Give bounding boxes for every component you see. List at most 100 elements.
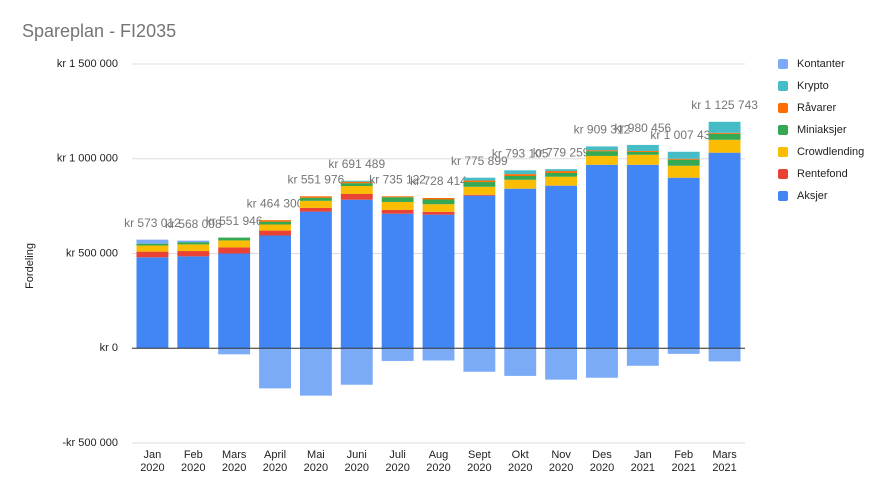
bar-segment xyxy=(340,181,373,184)
x-tick-label-line: 2020 xyxy=(263,462,287,474)
bar-segment xyxy=(299,196,332,198)
bar-segment xyxy=(504,170,537,175)
bar-segment xyxy=(381,196,414,198)
bar-segment xyxy=(259,220,291,222)
y-tick-label: kr 1 000 000 xyxy=(57,153,118,165)
bar-segment xyxy=(586,151,618,156)
bar-segment xyxy=(667,165,700,178)
x-tick-label-line: Juli xyxy=(389,449,406,461)
bar-segment xyxy=(136,243,169,246)
bar-segment xyxy=(381,213,414,349)
bar-segment xyxy=(463,180,496,183)
legend-swatch xyxy=(778,81,788,91)
x-tick-label: Juni 2020 xyxy=(345,449,369,474)
bar-segment xyxy=(463,186,496,195)
x-tick-label: Mars 2020 xyxy=(222,449,247,474)
bar-segment xyxy=(463,348,496,372)
bar-segment xyxy=(708,121,741,133)
x-tick-label-line: Mars xyxy=(222,449,247,461)
x-tick-label: Mai 2020 xyxy=(304,449,328,474)
bar-segment xyxy=(545,171,578,173)
legend-swatch xyxy=(778,103,788,113)
x-tick-label-line: 2020 xyxy=(508,462,532,474)
bar-segment xyxy=(667,151,700,159)
bar-segment xyxy=(381,209,414,214)
bar-segment xyxy=(463,177,496,181)
bar-segment xyxy=(422,204,455,212)
bar-segment xyxy=(218,253,251,349)
x-tick-label: Jan 2020 xyxy=(140,449,164,474)
bar-segment xyxy=(504,179,537,189)
x-tick-label-line: 2020 xyxy=(345,462,369,474)
x-tick-label-line: Jan xyxy=(634,449,652,461)
bar-segment xyxy=(504,348,537,376)
bar-segment xyxy=(299,211,332,349)
x-tick-label-line: 2020 xyxy=(385,462,409,474)
bar-segment xyxy=(504,174,537,176)
bar-segment xyxy=(667,159,700,166)
x-tick-label-line: Feb xyxy=(674,449,693,461)
total-label: kr 551 976 xyxy=(288,172,345,186)
x-tick-label: Feb 2020 xyxy=(181,449,205,474)
x-tick-label: Aug 2020 xyxy=(426,449,450,474)
bar-segment xyxy=(545,185,578,349)
bar-segment xyxy=(626,154,659,165)
bar-segment xyxy=(177,251,210,257)
total-label: kr 1 007 431 xyxy=(650,128,717,142)
legend-swatch xyxy=(778,191,788,201)
bar-segment xyxy=(299,207,332,212)
bar-segment xyxy=(422,348,455,361)
bar-segment xyxy=(177,256,210,349)
x-tick-label-line: Jan xyxy=(144,449,162,461)
bar-segment xyxy=(545,172,578,177)
total-label: kr 735 122 xyxy=(369,172,426,186)
bar-segment xyxy=(422,214,455,349)
total-label: kr 909 312 xyxy=(574,123,631,137)
total-label: kr 793 105 xyxy=(492,146,549,160)
bar-segment xyxy=(136,245,169,252)
bar-segment xyxy=(626,150,659,152)
y-tick-label: kr 1 500 000 xyxy=(57,58,118,70)
chart-title: Spareplan - FI2035 xyxy=(22,21,176,41)
legend-label: Miniaksjer xyxy=(797,124,847,136)
bar-segment xyxy=(667,348,700,354)
total-label: kr 573 012 xyxy=(124,216,181,230)
bar-segment xyxy=(218,247,251,254)
bar-segment xyxy=(259,230,291,236)
bar-segment xyxy=(504,188,537,349)
bar-segment xyxy=(463,194,496,196)
legend-label: Rentefond xyxy=(797,168,848,180)
bar-segment xyxy=(422,197,455,200)
bar-segment xyxy=(463,195,496,349)
bar-segment xyxy=(259,224,291,231)
bar-segment xyxy=(136,251,169,258)
x-tick-label-line: 2021 xyxy=(712,462,736,474)
x-tick-label-line: 2020 xyxy=(590,462,614,474)
bar-segment xyxy=(545,348,578,380)
y-tick-label: -kr 500 000 xyxy=(62,437,118,449)
bar-segment xyxy=(259,235,291,349)
bar-segment xyxy=(667,158,700,160)
legend-swatch xyxy=(778,59,788,69)
bar-segment xyxy=(708,133,741,140)
total-label: kr 728 414 xyxy=(410,174,467,188)
x-tick-label: Mars 2021 xyxy=(712,449,737,474)
x-tick-label: Feb 2021 xyxy=(671,449,695,474)
bar-segment xyxy=(218,348,251,355)
bar-segment xyxy=(626,348,659,366)
bar-segment xyxy=(667,177,700,349)
x-tick-label-line: 2020 xyxy=(222,462,246,474)
bar-segment xyxy=(340,180,373,182)
total-label: kr 779 259 xyxy=(533,145,590,159)
legend-swatch xyxy=(778,147,788,157)
legend-swatch xyxy=(778,169,788,179)
bar-segment xyxy=(708,348,741,362)
bar-segment xyxy=(218,237,251,241)
bar-segment xyxy=(545,176,578,186)
total-label: kr 551 946 xyxy=(206,214,263,228)
x-tick-label: April 2020 xyxy=(263,449,287,474)
total-label: kr 1 125 743 xyxy=(691,98,758,112)
x-tick-label-line: 2020 xyxy=(140,462,164,474)
bar-segment xyxy=(708,132,741,134)
bar-segment xyxy=(259,348,291,389)
